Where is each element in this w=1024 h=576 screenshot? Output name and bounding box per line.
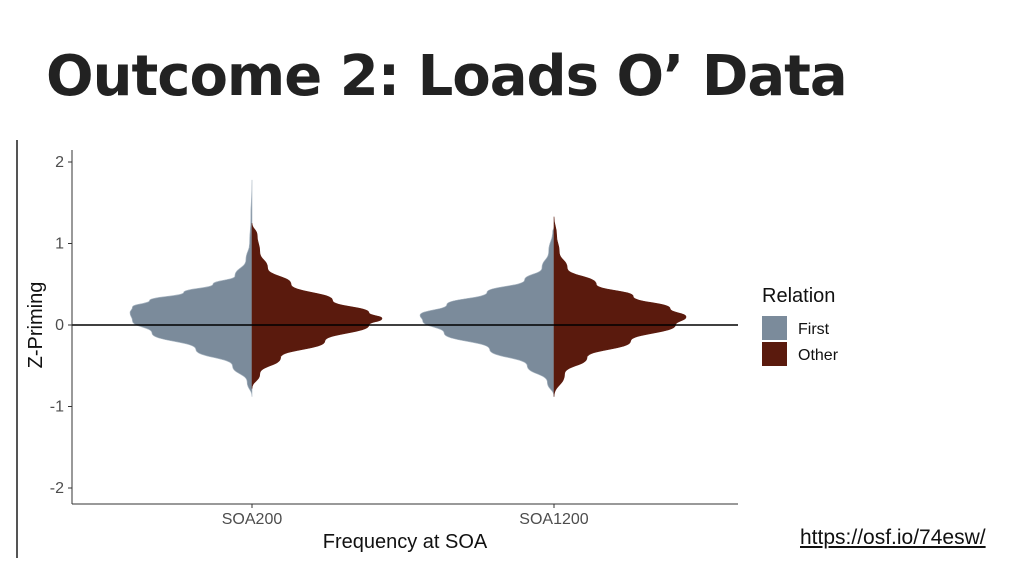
y-tick-label: 1 [55, 236, 64, 253]
violin-first-soa200 [129, 179, 253, 397]
violin-other-soa200 [251, 223, 383, 389]
osf-link[interactable]: https://osf.io/74esw/ [800, 526, 986, 549]
y-axis-ticks: 2 1 0 -1 -2 [50, 154, 72, 497]
violin-chart: 2 1 0 -1 -2 SOA200 SOA1200 Z-Priming Frequenc… [25, 150, 839, 553]
plot-area [72, 179, 738, 397]
x-axis-title: Frequency at SOA [323, 531, 488, 553]
x-axis-ticks: SOA200 SOA1200 [222, 504, 589, 528]
violin-other-soa1200 [553, 216, 687, 397]
y-tick-label: 0 [55, 317, 64, 334]
slide-title: Outcome 2: Loads O’ Data [46, 44, 848, 109]
violin-first-soa1200 [419, 227, 555, 397]
y-tick-label: 2 [55, 154, 64, 171]
legend-swatch-other [762, 342, 787, 366]
x-tick-label: SOA1200 [519, 511, 588, 528]
legend-label-first: First [798, 321, 830, 338]
slide-frame-line [16, 140, 18, 558]
legend: Relation First Other [762, 285, 839, 366]
x-tick-label: SOA200 [222, 511, 283, 528]
legend-label-other: Other [798, 347, 839, 364]
y-tick-label: -1 [50, 399, 64, 416]
y-axis-title: Z-Priming [25, 282, 47, 369]
y-tick-label: -2 [50, 480, 64, 497]
legend-title: Relation [762, 285, 835, 307]
legend-swatch-first [762, 316, 787, 340]
